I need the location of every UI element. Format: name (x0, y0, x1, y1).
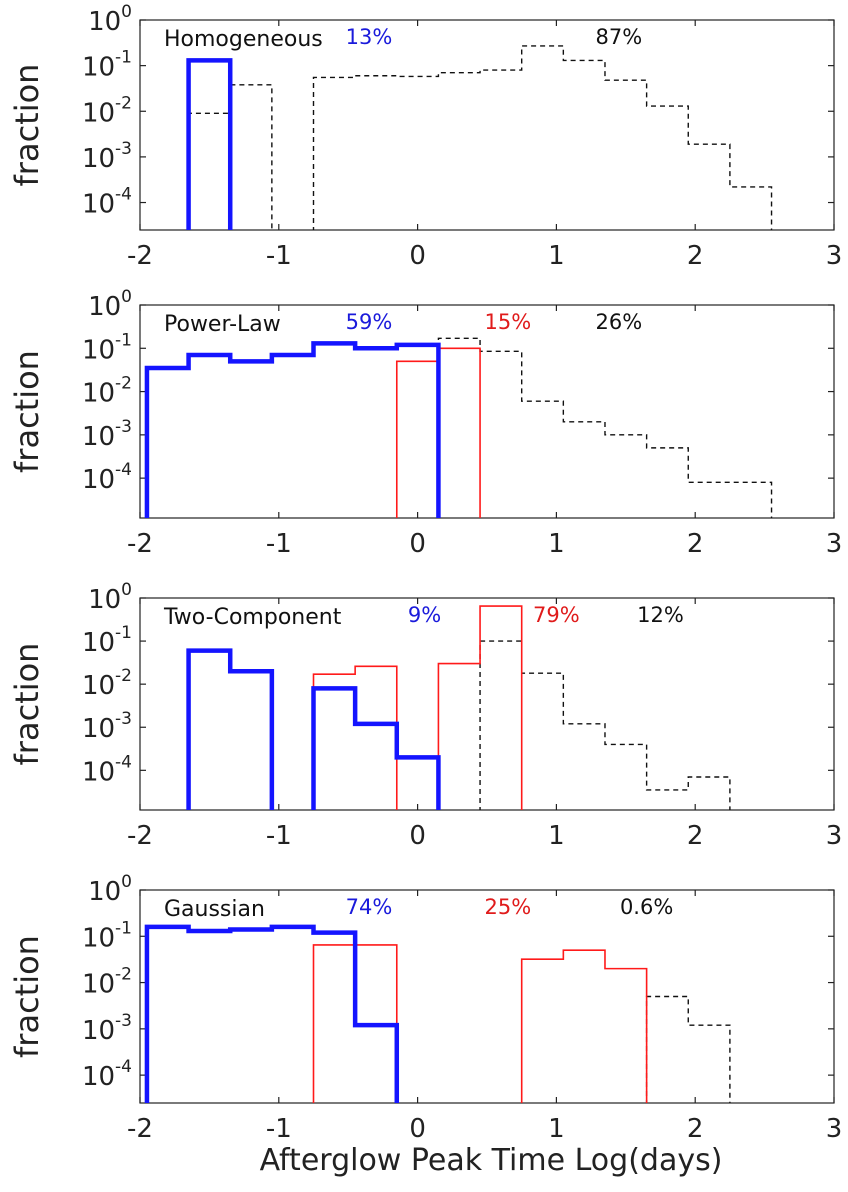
y-tick-label: 10-1 (82, 918, 132, 953)
x-tick-label: 0 (409, 821, 426, 851)
y-tick-label: 10-4 (82, 1057, 132, 1092)
y-tick-label: 10-1 (82, 623, 132, 658)
x-axis-label: Afterglow Peak Time Log(days) (260, 1143, 723, 1178)
y-tick-label: 100 (88, 872, 132, 907)
y-tick-label: 10-4 (82, 185, 132, 220)
x-tick-label: -2 (127, 821, 153, 851)
y-tick-label: 10-2 (82, 93, 132, 128)
series-red-thin (312, 605, 523, 810)
percent-label: 79% (533, 603, 580, 627)
percent-label: 74% (346, 895, 393, 919)
percent-label: 59% (346, 310, 393, 334)
histogram-steps (437, 337, 773, 518)
y-tick-label: 10-3 (82, 709, 132, 744)
series-black-dashed (645, 995, 731, 1103)
histogram-steps (186, 648, 441, 810)
series-blue-thick (144, 924, 400, 1103)
percent-label: 0.6% (620, 895, 673, 919)
y-tick-label: 100 (88, 2, 132, 37)
y-tick-label: 10-3 (82, 1011, 132, 1046)
panel-name: Homogeneous (164, 27, 323, 52)
histogram-steps (187, 45, 773, 230)
series-black-dashed (479, 640, 731, 810)
x-tick-label: 2 (687, 241, 704, 271)
y-tick-label: 10-1 (82, 330, 132, 365)
x-tick-label: 0 (409, 529, 426, 559)
y-axis-label: fraction (8, 350, 46, 473)
percent-label: 87% (596, 25, 643, 49)
percent-label: 26% (596, 310, 643, 334)
y-tick-label: 10-1 (82, 48, 132, 83)
y-axis-label: fraction (8, 64, 46, 187)
panel-name: Gaussian (164, 897, 265, 922)
axes-frame (139, 19, 835, 231)
histogram-steps (479, 640, 731, 810)
histogram-steps (144, 924, 400, 1103)
panel-1: -2 -1 0 1 2 3 100 10-1 10-2 10-3 10-4 fraction Homog… (8, 2, 842, 271)
y-tick-label: 10-4 (82, 752, 132, 787)
y-tick-label: 100 (88, 580, 132, 615)
x-tick-label: -1 (266, 241, 292, 271)
x-tick-label: -2 (127, 1114, 153, 1144)
panel-name: Power-Law (164, 312, 281, 337)
x-tick-label: 2 (687, 821, 704, 851)
y-tick-label: 10-4 (82, 460, 132, 495)
panel-4: -2 -1 0 1 2 3 100 10-1 10-2 10-3 10-4 fraction Gauss… (8, 872, 842, 1178)
x-tick-label: 1 (548, 821, 565, 851)
percent-label: 15% (484, 310, 531, 334)
histogram-steps (186, 58, 233, 230)
panel-name: Two-Component (163, 605, 342, 630)
x-tick-label: 3 (826, 241, 843, 271)
x-tick-label: 2 (687, 1114, 704, 1144)
x-tick-label: -1 (266, 821, 292, 851)
panel-2: -2 -1 0 1 2 3 100 10-1 10-2 10-3 10-4 fraction Power… (8, 287, 842, 559)
histogram-steps (312, 605, 523, 810)
percent-label: 25% (484, 895, 531, 919)
x-tick-label: -2 (127, 241, 153, 271)
percent-label: 13% (346, 25, 393, 49)
x-tick-label: 1 (548, 241, 565, 271)
y-tick-label: 10-2 (82, 965, 132, 1000)
axes-frame (139, 889, 835, 1104)
series-blue-thick (144, 341, 441, 518)
y-tick-label: 10-3 (82, 417, 132, 452)
x-tick-label: -1 (266, 1114, 292, 1144)
x-tick-label: 0 (409, 1114, 426, 1144)
y-axis-label: fraction (8, 935, 46, 1058)
x-tick-label: 1 (548, 529, 565, 559)
histogram-steps (645, 995, 731, 1103)
panel-3: -2 -1 0 1 2 3 100 10-1 10-2 10-3 10-4 fraction Two-C… (8, 580, 842, 851)
series-black-dashed (187, 45, 773, 230)
histogram-steps (144, 341, 441, 518)
y-tick-label: 10-3 (82, 139, 132, 174)
x-tick-label: -1 (266, 529, 292, 559)
y-axis-label: fraction (8, 643, 46, 766)
x-tick-label: 3 (826, 1114, 843, 1144)
x-tick-label: 3 (826, 529, 843, 559)
series-black-dashed (437, 337, 773, 518)
x-tick-label: 1 (548, 1114, 565, 1144)
axes-frame (139, 304, 835, 519)
percent-label: 9% (408, 603, 441, 627)
axes-frame (139, 597, 835, 811)
series-blue-thick (186, 648, 441, 810)
x-tick-label: 2 (687, 529, 704, 559)
y-tick-label: 10-2 (82, 666, 132, 701)
percent-label: 12% (637, 603, 684, 627)
y-tick-label: 10-2 (82, 374, 132, 409)
x-tick-label: 3 (826, 821, 843, 851)
x-tick-label: 0 (409, 241, 426, 271)
series-blue-thick (186, 58, 233, 230)
y-tick-label: 100 (88, 287, 132, 322)
x-tick-label: -2 (127, 529, 153, 559)
